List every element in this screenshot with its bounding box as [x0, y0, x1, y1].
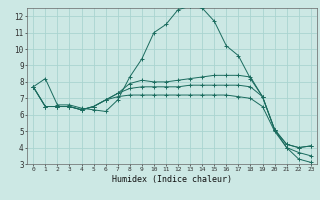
X-axis label: Humidex (Indice chaleur): Humidex (Indice chaleur) — [112, 175, 232, 184]
